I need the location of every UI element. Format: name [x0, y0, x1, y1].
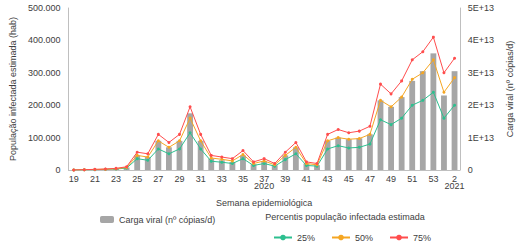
svg-text:53: 53 [428, 174, 438, 184]
svg-text:47: 47 [365, 174, 375, 184]
svg-text:300.000: 300.000 [28, 68, 61, 78]
svg-text:200.000: 200.000 [28, 100, 61, 110]
svg-text:31: 31 [196, 174, 206, 184]
svg-text:37: 37 [259, 174, 269, 184]
svg-text:400.000: 400.000 [28, 35, 61, 45]
svg-text:100.000: 100.000 [28, 133, 61, 143]
svg-text:Carga viral (nº cópias/d): Carga viral (nº cópias/d) [505, 41, 515, 137]
svg-text:41: 41 [301, 174, 311, 184]
svg-text:19: 19 [69, 174, 79, 184]
svg-text:500.000: 500.000 [28, 3, 61, 13]
svg-text:27: 27 [153, 174, 163, 184]
svg-text:0: 0 [55, 165, 60, 175]
svg-text:45: 45 [344, 174, 354, 184]
svg-text:50%: 50% [355, 233, 373, 243]
svg-text:21: 21 [90, 174, 100, 184]
svg-text:3E+13: 3E+13 [468, 68, 494, 78]
svg-text:25%: 25% [297, 233, 315, 243]
svg-text:Carga viral (nº cópias/d): Carga viral (nº cópias/d) [119, 215, 215, 225]
svg-text:2: 2 [452, 174, 457, 184]
svg-text:29: 29 [174, 174, 184, 184]
svg-text:25: 25 [132, 174, 142, 184]
svg-text:2020: 2020 [254, 180, 275, 191]
svg-text:4E+13: 4E+13 [468, 35, 494, 45]
svg-text:2021: 2021 [444, 180, 465, 191]
svg-text:Semana epidemiológica: Semana epidemiológica [216, 198, 312, 208]
svg-text:75%: 75% [413, 233, 431, 243]
svg-text:População infectada estimada (: População infectada estimada (hab) [8, 17, 18, 161]
svg-text:Percentis população infectada: Percentis população infectada estimada [265, 212, 425, 222]
svg-text:23: 23 [111, 174, 121, 184]
svg-text:1E+13: 1E+13 [468, 133, 494, 143]
svg-text:49: 49 [386, 174, 396, 184]
svg-text:0: 0 [468, 165, 473, 175]
svg-text:2E+13: 2E+13 [468, 100, 494, 110]
svg-text:35: 35 [238, 174, 248, 184]
svg-text:5E+13: 5E+13 [468, 3, 494, 13]
svg-text:51: 51 [407, 174, 417, 184]
svg-text:33: 33 [217, 174, 227, 184]
svg-text:39: 39 [280, 174, 290, 184]
svg-text:43: 43 [323, 174, 333, 184]
